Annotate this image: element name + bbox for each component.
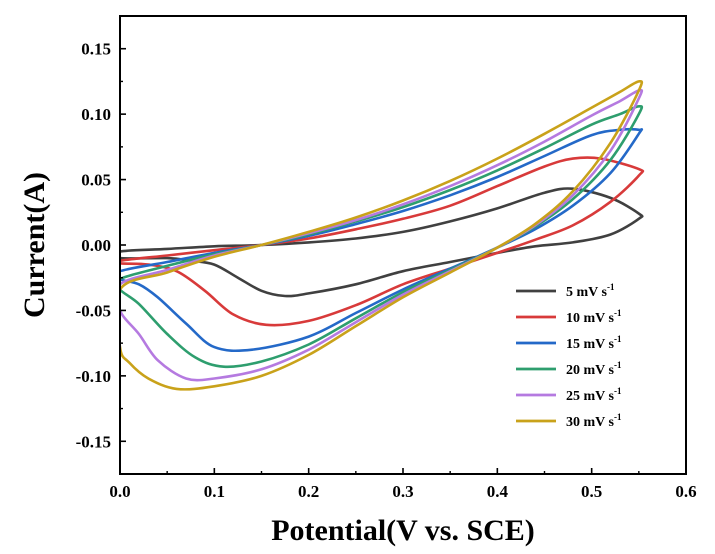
series-line-3: [120, 127, 644, 353]
x-axis-title: Potential(V vs. SCE): [271, 514, 535, 547]
x-tick-label: 0.2: [298, 482, 319, 501]
y-tick-label: 0.05: [81, 171, 111, 190]
plot-frame: [119, 15, 687, 475]
series-layer: [120, 80, 645, 391]
x-tick-label: 0.1: [204, 482, 225, 501]
y-axis-title: Current(A): [18, 172, 51, 318]
legend-label-4: 20 mV s-1: [566, 360, 622, 378]
series-line-1: [120, 187, 644, 298]
ticks-layer: 0.0 0.1 0.2 0.3 0.4 0.5 0.6 -0.15 -0.10 -0.05 0.00…: [76, 40, 697, 501]
legend-label-2: 10 mV s-1: [566, 308, 622, 326]
legend: 5 mV s-1 10 mV s-1 15 mV s-1 20 mV s-1 25 mV…: [516, 282, 622, 430]
legend-label-5: 25 mV s-1: [566, 386, 622, 404]
x-tick-label: 0.3: [392, 482, 413, 501]
series-line-2: [120, 156, 645, 327]
y-tick-label: -0.05: [76, 301, 111, 320]
y-tick-label: -0.15: [76, 432, 111, 451]
x-tick-label: 0.5: [581, 482, 602, 501]
legend-label-6: 30 mV s-1: [566, 412, 622, 430]
x-tick-label: 0.0: [109, 482, 130, 501]
series-line-6: [120, 80, 644, 391]
y-tick-label: 0.00: [81, 236, 111, 255]
y-tick-label: 0.15: [81, 40, 111, 59]
y-tick-label: -0.10: [76, 367, 111, 386]
x-tick-label: 0.6: [675, 482, 696, 501]
series-line-5: [120, 88, 644, 382]
legend-label-3: 15 mV s-1: [566, 334, 622, 352]
x-tick-label: 0.4: [487, 482, 509, 501]
y-tick-label: 0.10: [81, 105, 111, 124]
legend-label-1: 5 mV s-1: [566, 282, 615, 300]
